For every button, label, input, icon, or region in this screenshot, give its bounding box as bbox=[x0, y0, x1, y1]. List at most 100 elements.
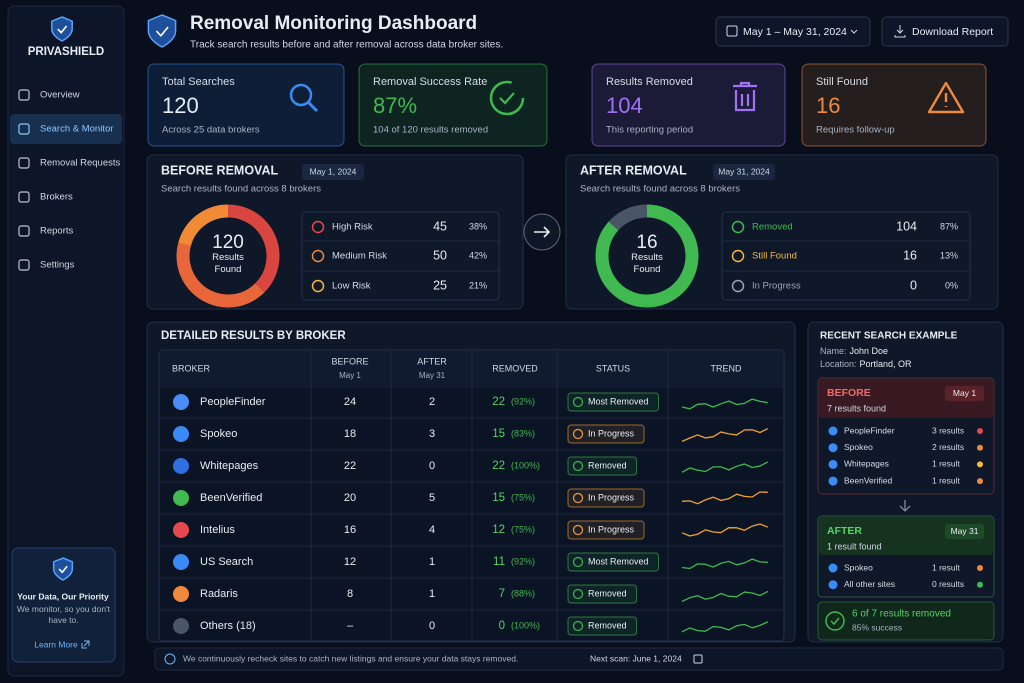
status-icon bbox=[572, 524, 584, 536]
before-count: 24 bbox=[344, 396, 356, 408]
date-picker[interactable] bbox=[715, 16, 871, 47]
brand: PRIVASHIELD bbox=[28, 46, 104, 58]
broker-name: Radaris bbox=[200, 588, 238, 600]
download-button[interactable] bbox=[881, 16, 1009, 47]
sparkline bbox=[681, 398, 768, 410]
row-icon bbox=[311, 279, 325, 293]
status-dot bbox=[977, 478, 983, 485]
trash-icon bbox=[733, 81, 757, 112]
check-circle bbox=[825, 611, 845, 631]
item-broker: Spokeo bbox=[844, 442, 873, 452]
status-label: In Progress bbox=[588, 524, 635, 534]
kpi-card bbox=[147, 63, 345, 147]
promo-text-box: We monitor, so you don't have to. bbox=[16, 604, 111, 625]
removed-count: 22 bbox=[492, 460, 505, 472]
item-results: 1 result bbox=[932, 475, 961, 485]
external-icon bbox=[81, 640, 90, 649]
kpi-card bbox=[591, 63, 786, 147]
item-broker: Whitepages bbox=[844, 459, 889, 469]
nav-item[interactable]: Search & Monitor bbox=[40, 124, 113, 135]
broker-name: US Search bbox=[200, 556, 253, 568]
status-dot bbox=[977, 444, 983, 451]
kpi-label: Results Removed bbox=[606, 76, 693, 88]
kpi-note: 104 of 120 results removed bbox=[373, 125, 488, 136]
after-count: 2 bbox=[429, 396, 435, 408]
item-results: 2 results bbox=[932, 442, 964, 452]
shield-check bbox=[58, 565, 68, 574]
donut-segment bbox=[176, 204, 280, 308]
status-pill bbox=[567, 616, 638, 636]
kpi-label: Total Searches bbox=[162, 76, 235, 88]
location-value: Portland, OR bbox=[860, 359, 913, 369]
broker-icon bbox=[173, 426, 189, 442]
shield-check bbox=[155, 26, 169, 38]
row-icon bbox=[311, 249, 325, 263]
row-label: Medium Risk bbox=[332, 251, 387, 262]
status-icon bbox=[572, 428, 584, 440]
column-header: AFTER bbox=[417, 356, 447, 366]
sparkline bbox=[681, 558, 768, 570]
calendar-icon bbox=[726, 25, 738, 37]
nav-item[interactable]: Settings bbox=[40, 260, 75, 271]
status-label: Removed bbox=[588, 460, 627, 470]
calendar-icon bbox=[693, 654, 703, 664]
down-arrow bbox=[899, 500, 911, 512]
breakdown-box bbox=[301, 211, 500, 301]
status-icon bbox=[572, 620, 584, 632]
download-icon bbox=[894, 25, 906, 38]
status-pill bbox=[567, 552, 660, 572]
broker-name: Intelius bbox=[200, 524, 235, 536]
after-count: 4 bbox=[429, 524, 435, 536]
donut-label: Results Found bbox=[631, 252, 663, 275]
status-pill bbox=[567, 584, 638, 604]
status-label: Most Removed bbox=[588, 396, 649, 406]
row-pct: 42% bbox=[469, 250, 487, 260]
kpi-note: Requires follow-up bbox=[816, 125, 895, 136]
row-icon bbox=[731, 279, 745, 293]
removed-pct: (83%) bbox=[511, 428, 535, 438]
item-results: 0 results bbox=[932, 579, 964, 589]
sparkline bbox=[681, 428, 769, 442]
progress-icon bbox=[489, 80, 525, 116]
broker-name: Spokeo bbox=[200, 428, 237, 440]
promo-title: Your Data, Our Priority bbox=[17, 591, 109, 601]
removed-pct: (75%) bbox=[511, 492, 535, 502]
nav-item[interactable]: Reports bbox=[40, 226, 74, 237]
item-broker: PeopleFinder bbox=[844, 425, 895, 435]
nav-item[interactable]: Brokers bbox=[40, 192, 73, 203]
row-pct: 21% bbox=[469, 280, 487, 290]
row-icon bbox=[731, 220, 745, 234]
broker-name: PeopleFinder bbox=[200, 396, 266, 408]
panel-date: May 1, 2024 bbox=[310, 166, 357, 176]
status-icon bbox=[572, 588, 584, 600]
promo-text: We monitor, so you don't have to. bbox=[16, 604, 111, 625]
nav-item[interactable]: Overview bbox=[40, 90, 80, 101]
status-pill bbox=[567, 520, 645, 540]
recent-title: RECENT SEARCH EXAMPLE bbox=[820, 331, 958, 342]
broker-icon bbox=[828, 459, 838, 469]
row-pct: 87% bbox=[940, 221, 958, 231]
before-count: 16 bbox=[344, 524, 356, 536]
nav-icon bbox=[18, 123, 30, 135]
nav-item[interactable]: Removal Requests bbox=[40, 158, 121, 169]
date-pill bbox=[302, 164, 364, 180]
sparkline bbox=[681, 621, 769, 633]
summary-title: 6 of 7 results removed bbox=[852, 609, 951, 620]
status-dot bbox=[977, 581, 983, 588]
broker-icon bbox=[828, 476, 838, 486]
footer-bar bbox=[154, 647, 1004, 671]
row-label: Still Found bbox=[752, 251, 797, 262]
status-label: In Progress bbox=[588, 492, 635, 502]
removed-pct: (100%) bbox=[511, 620, 540, 630]
row-icon bbox=[731, 249, 745, 263]
recent-location: Location: Portland, OR bbox=[820, 359, 912, 369]
promo-link[interactable]: Learn More bbox=[34, 639, 78, 649]
kpi-label: Still Found bbox=[816, 76, 868, 88]
kpi-value: 87% bbox=[373, 93, 417, 118]
row-icon bbox=[311, 220, 325, 234]
column-header: BEFORE bbox=[331, 356, 368, 366]
download-label: Download Report bbox=[912, 26, 993, 38]
after-count: 3 bbox=[429, 428, 435, 440]
status-label: Removed bbox=[588, 588, 627, 598]
